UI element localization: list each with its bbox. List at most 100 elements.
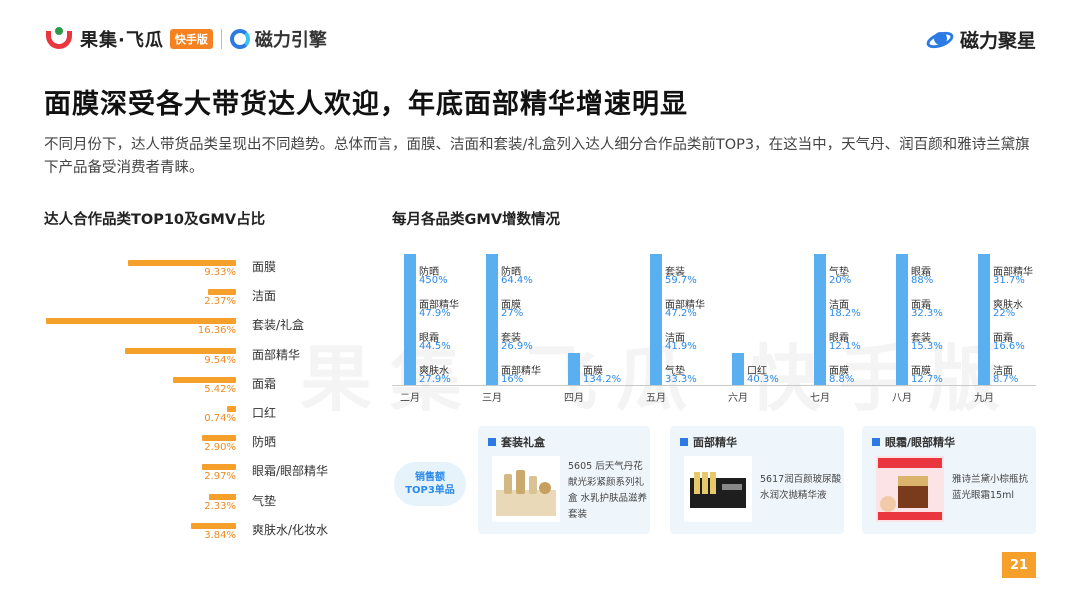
top3-badge-line1: 销售额 <box>415 472 445 483</box>
item-value: 26.9% <box>501 341 533 352</box>
month-label: 七月 <box>810 393 830 404</box>
desc-line: 蓝光眼霜15ml <box>952 490 1014 501</box>
desc-line: 盒 水乳护肤品滋养 <box>568 493 648 504</box>
product-image-essence <box>684 456 752 522</box>
brand1-name: 果集·飞瓜 <box>80 30 164 51</box>
item-value: 59.7% <box>665 275 697 286</box>
bar-0 <box>127 260 236 266</box>
category-label: 套装/礼盒 <box>252 318 305 333</box>
bar-value-label: 9.33% <box>204 267 236 278</box>
category-label: 防晒 <box>252 435 277 450</box>
item-value: 44.5% <box>419 341 451 352</box>
bar-value-label: 9.54% <box>204 354 236 366</box>
item-value: 15.3% <box>911 341 943 352</box>
left-chart-title: 达人合作品类TOP10及GMV占比 <box>44 212 266 228</box>
category-label: 爽肤水/化妆水 <box>252 522 329 537</box>
item-name: 套装 <box>501 333 521 344</box>
card-description: 5617润百颜玻尿酸 水润次抛精华液 <box>760 472 841 504</box>
bar-4 <box>173 376 236 383</box>
header-logos: 果集·飞瓜 快手版 磁力引擎 <box>44 26 327 52</box>
item-value: 8.8% <box>829 374 855 385</box>
product-card-gift-set[interactable]: 套装礼盒 5605 后天气丹花 献光彩紧颜系列礼 盒 水乳护肤品滋养 套装 <box>478 426 650 534</box>
item-value: 12.1% <box>829 341 861 352</box>
item-name: 套装 <box>911 333 931 344</box>
bar-1 <box>208 289 236 296</box>
month-bar <box>486 254 498 385</box>
x-axis-line <box>392 385 1036 386</box>
category-label: 气垫 <box>252 493 277 508</box>
card-description: 5605 后天气丹花 献光彩紧颜系列礼 盒 水乳护肤品滋养 套装 <box>568 459 647 523</box>
bar-value-label: 16.36% <box>197 325 236 337</box>
desc-line: 5617润百颜玻尿酸 <box>760 474 842 485</box>
item-name: 套装 <box>665 267 685 278</box>
item-value: 47.9% <box>419 308 451 319</box>
category-label: 口红 <box>252 406 277 420</box>
card-category: 眼霜/眼部精华 <box>885 436 956 449</box>
item-value: 40.3% <box>747 374 779 385</box>
month-bar <box>978 254 990 385</box>
desc-line: 5605 后天气丹花 <box>568 461 643 472</box>
item-name: 洁面 <box>829 300 849 311</box>
bar-6 <box>202 435 236 442</box>
bar-2 <box>46 318 236 325</box>
month-bar <box>404 254 416 385</box>
item-value: 16% <box>501 374 524 385</box>
category-label: 面膜 <box>252 260 277 274</box>
product-card-essence[interactable]: 面部精华 5617润百颜玻尿酸 水润次抛精华液 <box>670 426 844 534</box>
month-bar <box>896 254 908 385</box>
logo-divider <box>220 29 222 49</box>
item-name: 爽肤水 <box>993 300 1023 311</box>
item-value: 134.2% <box>583 374 622 385</box>
desc-line: 雅诗兰黛小棕瓶抗 <box>952 474 1029 485</box>
category-bar-chart: 9.33% 面膜 2.37% 洁面 16.36% 套装/礼盒 9.54% 面部精华 5.42% 面… <box>44 252 364 542</box>
month-bar <box>568 353 580 385</box>
bar-value-label: 5.42% <box>204 383 236 395</box>
item-value: 18.2% <box>829 308 861 319</box>
product-image-eye-cream <box>876 456 944 522</box>
item-name: 气垫 <box>829 267 849 278</box>
item-name: 面部精华 <box>419 300 459 311</box>
top3-badge-line2: TOP3单品 <box>405 485 455 496</box>
category-label: 洁面 <box>252 289 277 304</box>
square-bullet-icon <box>488 438 496 446</box>
bar-value-label: 2.90% <box>204 442 236 454</box>
month-bar <box>732 353 744 385</box>
item-value: 33.3% <box>665 374 697 385</box>
month-label: 五月 <box>646 393 666 404</box>
brand1-badge: 快手版 <box>169 29 213 49</box>
desc-line: 水润次抛精华液 <box>760 490 827 501</box>
item-name: 眼霜 <box>419 333 439 344</box>
item-name: 面膜 <box>829 366 849 377</box>
item-value: 12.7% <box>911 374 943 385</box>
planet-logo-icon <box>924 28 956 51</box>
item-name: 面部精华 <box>993 267 1033 278</box>
item-name: 面部精华 <box>665 300 705 311</box>
item-name: 洁面 <box>665 333 685 344</box>
top3-badge: 销售额 TOP3单品 <box>394 462 466 506</box>
item-value: 32.3% <box>911 308 943 319</box>
bar-5 <box>227 406 236 412</box>
item-value: 8.7% <box>993 374 1019 385</box>
product-card-eye-cream[interactable]: 眼霜/眼部精华 雅诗兰黛小棕瓶抗 蓝光眼霜15ml <box>862 426 1036 534</box>
item-value: 16.6% <box>993 341 1025 352</box>
square-bullet-icon <box>872 438 880 446</box>
item-name: 爽肤水 <box>419 366 449 377</box>
item-name: 面部精华 <box>501 366 541 377</box>
page-title: 面膜深受各大带货达人欢迎，年底面部精华增速明显 <box>44 89 688 120</box>
bar-value-label: 2.37% <box>204 296 236 308</box>
item-name: 眼霜 <box>829 333 849 344</box>
item-name: 面霜 <box>911 300 931 311</box>
bar-value-label: 2.33% <box>204 500 236 512</box>
page-description: 不同月份下，达人带货品类呈现出不同趋势。总体而言，面膜、洁面和套装/礼盒列入达人… <box>44 137 1030 176</box>
item-name: 洁面 <box>993 366 1013 377</box>
bar-3 <box>125 347 236 354</box>
item-name: 眼霜 <box>911 267 931 278</box>
item-value: 64.4% <box>501 275 533 286</box>
monthly-growth-chart: 防晒 450% 面部精华 47.9% 眼霜 44.5% 爽肤水 27.9% 二月 防晒 64.4% 面… <box>392 252 1052 412</box>
month-label: 八月 <box>892 393 912 404</box>
card-category: 面部精华 <box>693 436 737 449</box>
month-bar <box>650 254 662 385</box>
bar-7 <box>201 464 236 471</box>
card-description: 雅诗兰黛小棕瓶抗 蓝光眼霜15ml <box>952 472 1028 504</box>
category-label: 面霜 <box>252 376 277 391</box>
